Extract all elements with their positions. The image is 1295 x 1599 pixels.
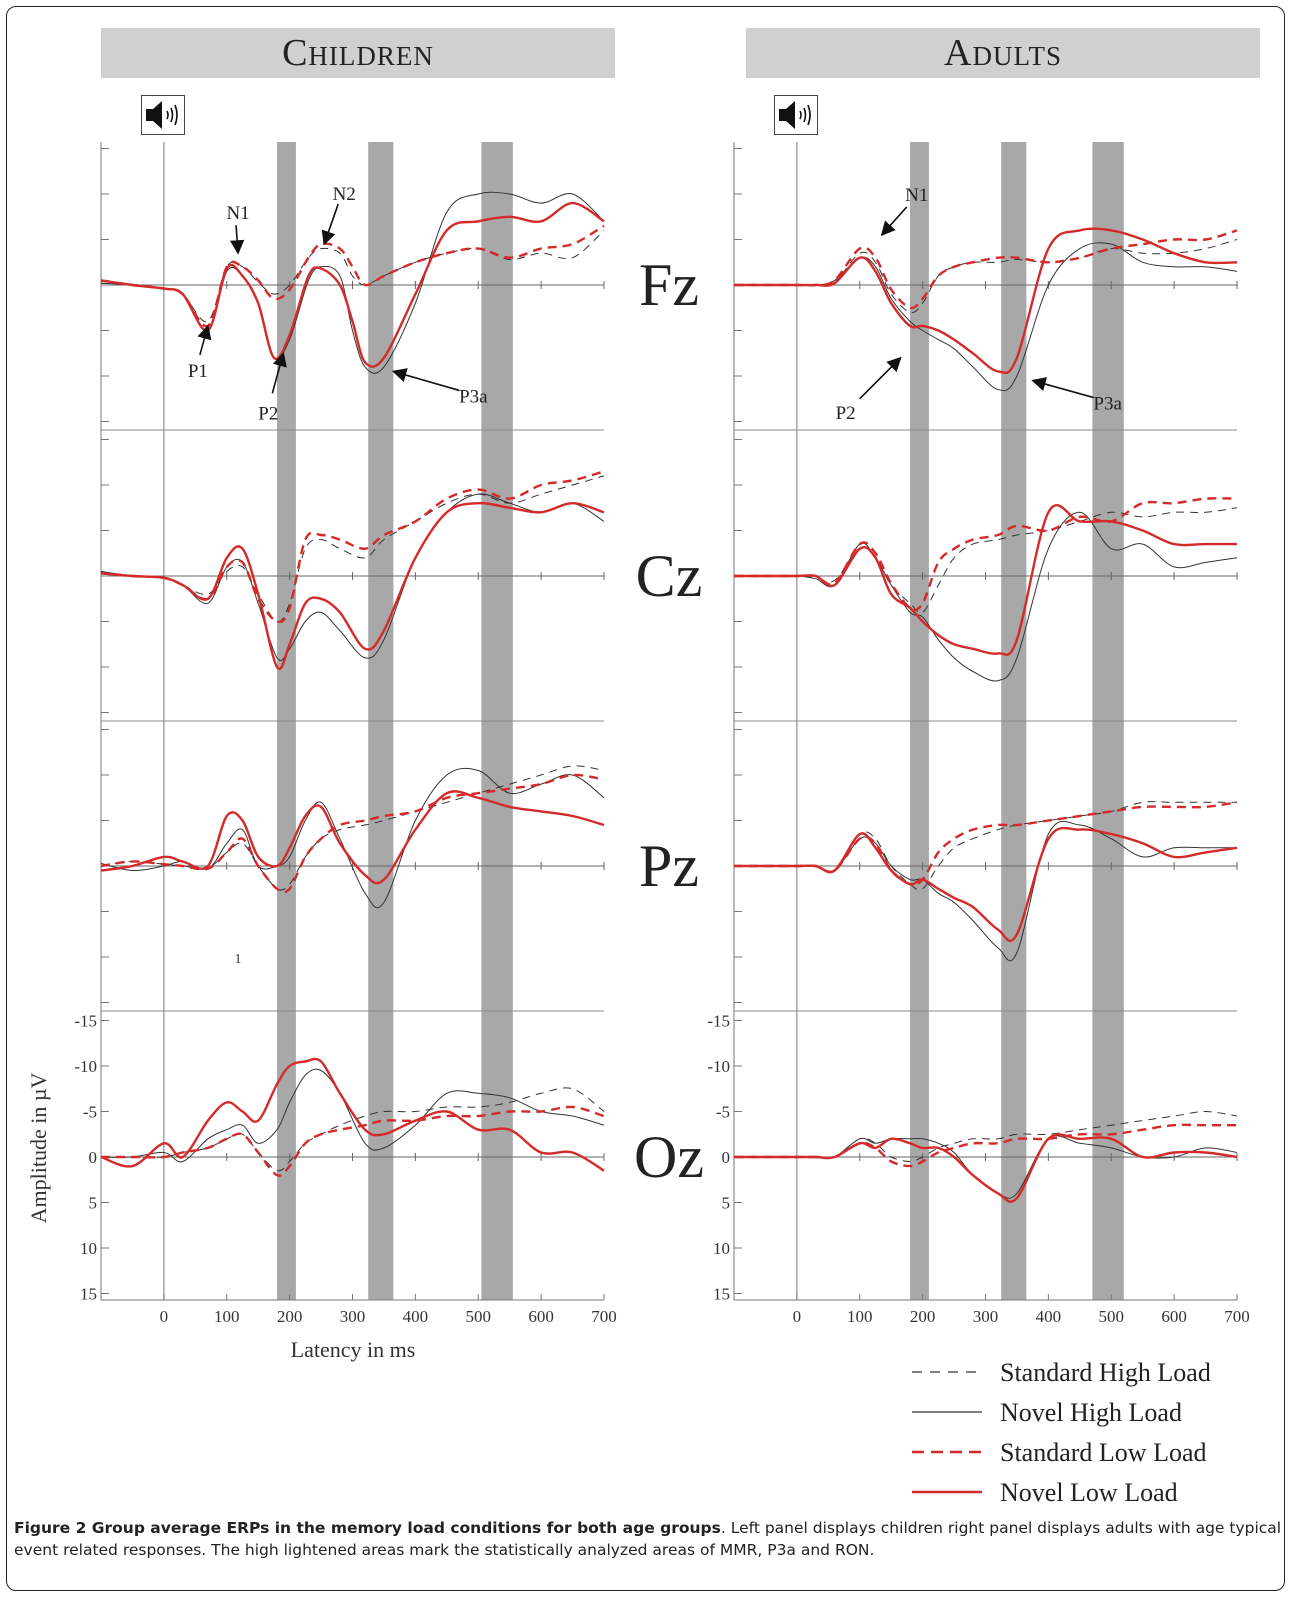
electrode-label-fz: Fz bbox=[639, 252, 699, 318]
series-novel-high-load-cz bbox=[734, 511, 1238, 682]
series-standard-high-load-cz bbox=[100, 475, 605, 623]
y-tick-label: 15 bbox=[80, 1285, 97, 1304]
series-standard-high-load-pz bbox=[733, 801, 1237, 891]
series-novel-high-load-fz bbox=[734, 242, 1238, 392]
x-tick-label: 700 bbox=[591, 1307, 617, 1326]
y-tick-label: -5 bbox=[716, 1103, 730, 1122]
series-novel-low-load-oz bbox=[100, 1057, 605, 1172]
series-novel-high-load-cz bbox=[100, 493, 605, 662]
y-tick-label: 5 bbox=[722, 1194, 731, 1213]
x-tick-label: 600 bbox=[1161, 1307, 1187, 1326]
series-novel-low-load-pz bbox=[733, 826, 1238, 942]
x-tick-label: 200 bbox=[910, 1307, 936, 1326]
speaker-sound-icon bbox=[141, 95, 185, 135]
y-tick-label: -10 bbox=[707, 1057, 730, 1076]
annotation-arrow bbox=[1031, 377, 1094, 399]
annotation-p2: P2 bbox=[836, 403, 856, 424]
series-novel-high-load-oz bbox=[100, 1068, 605, 1163]
x-tick-label: 500 bbox=[1099, 1307, 1125, 1326]
annotation-arrow bbox=[229, 225, 245, 255]
series-novel-high-load-oz bbox=[734, 1135, 1238, 1199]
x-tick-label: 700 bbox=[1224, 1307, 1250, 1326]
annotation-p2: P2 bbox=[258, 403, 278, 424]
annotation-p3a: P3a bbox=[1093, 394, 1122, 415]
legend-label: Standard High Load bbox=[1000, 1358, 1211, 1387]
electrode-label-oz: Oz bbox=[634, 1124, 704, 1190]
annotation-arrow bbox=[197, 324, 212, 356]
y-tick-label: 10 bbox=[713, 1239, 730, 1258]
x-tick-label: 200 bbox=[277, 1307, 303, 1326]
x-tick-label: 100 bbox=[847, 1307, 873, 1326]
series-standard-low-load-oz bbox=[101, 1105, 605, 1177]
y-tick-label: 5 bbox=[89, 1194, 98, 1213]
legend-label: Standard Low Load bbox=[1000, 1438, 1207, 1467]
y-tick-label: 15 bbox=[713, 1285, 730, 1304]
children-header-label: Children bbox=[282, 32, 434, 74]
series-novel-low-load-fz bbox=[734, 227, 1238, 375]
annotation-n2: N2 bbox=[333, 184, 356, 205]
y-tick-label: -15 bbox=[74, 1012, 97, 1031]
x-tick-label: 100 bbox=[214, 1307, 240, 1326]
annotation-arrow bbox=[859, 356, 902, 400]
y-tick-label: 0 bbox=[89, 1148, 98, 1167]
series-standard-high-load-cz bbox=[734, 507, 1238, 614]
series-novel-low-load-oz bbox=[734, 1133, 1238, 1203]
x-tick-label: 400 bbox=[403, 1307, 429, 1326]
annotation-arrow bbox=[880, 206, 908, 237]
series-standard-high-load-pz bbox=[100, 765, 605, 891]
series-novel-low-load-cz bbox=[100, 501, 605, 671]
series-standard-low-load-pz bbox=[100, 773, 605, 894]
children-panel: 0 100 200 300 400 500 600 700 -15 -10 -5 0 5 10 15 bbox=[74, 142, 617, 1326]
y-tick-label: 0 bbox=[722, 1148, 731, 1167]
x-axis-title: Latency in ms bbox=[291, 1337, 416, 1362]
caption-title: Figure 2 Group average ERPs in the memor… bbox=[14, 1519, 721, 1537]
legend-label: Novel High Load bbox=[1000, 1398, 1182, 1427]
series-standard-high-load-oz bbox=[101, 1087, 605, 1172]
series-novel-high-load-pz bbox=[100, 767, 605, 909]
legend-label: Novel Low Load bbox=[1000, 1478, 1178, 1507]
series-standard-low-load-fz bbox=[734, 229, 1238, 310]
y-axis-title: Amplitude in µV bbox=[26, 1073, 51, 1224]
annotation-arrow bbox=[321, 203, 339, 246]
figure-frame bbox=[6, 6, 1285, 1591]
series-novel-high-load-pz bbox=[733, 820, 1237, 962]
adults-header-label: Adults bbox=[944, 32, 1062, 74]
electrode-label-pz: Pz bbox=[639, 833, 699, 899]
series-standard-low-load-pz bbox=[733, 801, 1238, 887]
x-tick-label: 500 bbox=[466, 1307, 492, 1326]
adults-panel: 0 100 200 300 400 500 600 700 -15 -10 -5 0 5 10 15 bbox=[707, 142, 1250, 1326]
annotation-p3a: P3a bbox=[459, 386, 488, 407]
annotation-n1: N1 bbox=[226, 203, 249, 224]
annotation-p1: P1 bbox=[188, 361, 208, 382]
stray-mark: 1 bbox=[235, 952, 242, 967]
series-standard-low-load-cz bbox=[734, 497, 1238, 612]
y-tick-label: 10 bbox=[80, 1239, 97, 1258]
y-tick-label: -5 bbox=[83, 1103, 97, 1122]
x-tick-label: 600 bbox=[528, 1307, 554, 1326]
figure-caption: Figure 2 Group average ERPs in the memor… bbox=[14, 1517, 1282, 1561]
series-standard-low-load-cz bbox=[100, 470, 605, 624]
adults-header: Adults bbox=[746, 28, 1260, 78]
children-header: Children bbox=[101, 28, 615, 78]
caption-text: . Left panel displays children right pan… bbox=[14, 1519, 1282, 1559]
x-tick-label: 400 bbox=[1036, 1307, 1062, 1326]
legend: Standard High Load Novel High Load Standar… bbox=[912, 1358, 1211, 1507]
x-tick-label: 0 bbox=[793, 1307, 802, 1326]
electrode-label-cz: Cz bbox=[636, 543, 703, 609]
y-tick-label: -15 bbox=[707, 1012, 730, 1031]
series-standard-high-load-fz bbox=[734, 239, 1238, 314]
x-tick-label: 0 bbox=[160, 1307, 169, 1326]
x-tick-label: 300 bbox=[973, 1307, 999, 1326]
annotation-arrow bbox=[391, 368, 460, 392]
series-standard-high-load-fz bbox=[100, 230, 605, 323]
annotation-arrow bbox=[271, 351, 287, 394]
series-novel-low-load-pz bbox=[100, 790, 605, 885]
x-tick-label: 300 bbox=[340, 1307, 366, 1326]
series-novel-low-load-cz bbox=[734, 504, 1237, 656]
y-tick-label: -10 bbox=[74, 1057, 97, 1076]
annotation-n1: N1 bbox=[905, 185, 928, 206]
speaker-sound-icon bbox=[774, 95, 818, 135]
